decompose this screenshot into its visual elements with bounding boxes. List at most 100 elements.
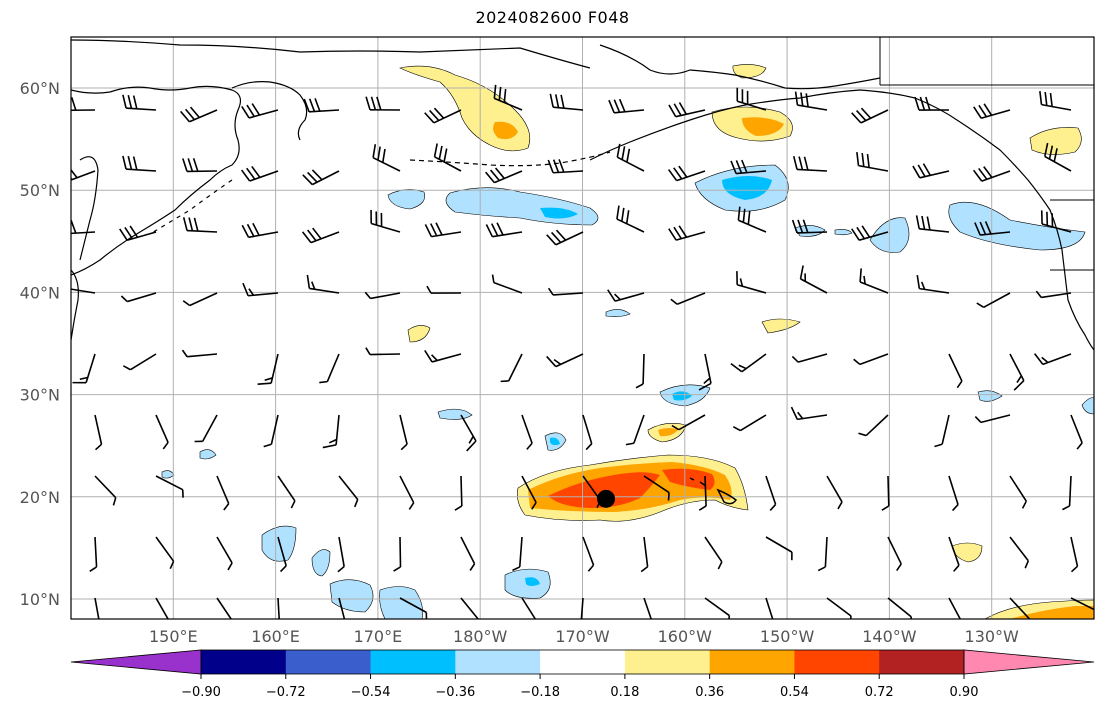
wind-barb — [972, 166, 1011, 182]
wind-barb — [182, 217, 218, 233]
wind-barb — [887, 536, 902, 572]
wind-barb — [370, 209, 401, 233]
wind-barb — [856, 152, 889, 172]
colorbar-segment — [709, 650, 795, 674]
wind-barb — [1062, 475, 1072, 511]
anomaly-negative-25n-core — [550, 437, 560, 446]
wind-barb — [881, 475, 890, 511]
anomaly-negative-11n-core — [525, 577, 540, 586]
coastline-bc-coast — [959, 121, 1094, 351]
wind-barb — [698, 353, 712, 391]
wind-barb — [546, 353, 584, 368]
colorbar-extend-min — [70, 649, 202, 675]
colorbar-segment — [455, 650, 541, 674]
wind-barb — [182, 292, 218, 307]
wind-barb — [393, 536, 402, 572]
latitude-labels: 60°N 50°N 40°N 30°N 20°N 10°N — [20, 79, 60, 609]
wind-barb — [1035, 290, 1072, 299]
wind-barb — [364, 291, 401, 300]
wind-barb — [303, 98, 340, 113]
wind-barb — [608, 98, 645, 114]
anomaly-negative-27n-edge — [1081, 397, 1094, 415]
anomaly-negative-central-core — [540, 207, 578, 219]
colorbar-tick-label: −0.18 — [520, 685, 560, 700]
colorbar-segment — [370, 650, 456, 674]
gridlines — [71, 37, 1094, 619]
colorbar-segment — [285, 650, 372, 674]
wind-barb — [853, 353, 889, 366]
wind-barb — [424, 107, 462, 124]
lon-label: 160°W — [658, 627, 713, 646]
wind-barb — [730, 159, 767, 175]
anomaly-negative-ne4 — [834, 229, 853, 236]
anomaly-negative-13n-b — [311, 549, 331, 577]
wind-barb — [241, 222, 279, 239]
wind-barb — [765, 536, 793, 561]
wind-barb — [698, 475, 707, 511]
wind-barb — [424, 350, 462, 363]
colorbar-tick-label: 0.54 — [780, 685, 809, 700]
lon-label: 150°E — [149, 627, 198, 646]
wind-barb — [976, 292, 1011, 309]
wind-barb — [71, 96, 96, 112]
wind-barb — [180, 106, 218, 123]
colorbar-tick-label: −0.90 — [181, 685, 221, 700]
wind-barb — [460, 597, 480, 619]
wind-barb — [257, 353, 279, 385]
anomaly-negative-36n — [605, 309, 631, 317]
anomaly-negative-ne1 — [948, 201, 1086, 251]
anomaly-negative-east-core — [722, 176, 772, 200]
wind-barb — [765, 597, 774, 619]
wind-barb — [704, 536, 723, 570]
anomaly-positive-goa-core — [742, 117, 784, 136]
wind-barb — [122, 94, 157, 111]
wind-barb — [851, 107, 889, 124]
wind-barb — [122, 353, 157, 371]
anomaly-negative-22n-w2 — [161, 470, 175, 479]
wind-barb — [1070, 597, 1094, 611]
anomaly-fields — [161, 64, 1094, 619]
anomaly-positive-alaska-small — [732, 64, 767, 79]
wind-barb — [241, 103, 279, 119]
wind-barb — [277, 475, 296, 509]
colorbar-outline — [200, 649, 965, 675]
map-frame — [70, 36, 1095, 620]
lon-label: 180°W — [453, 627, 508, 646]
anomaly-negative-28n-west — [437, 408, 473, 420]
wind-barb — [643, 597, 653, 619]
wind-barb — [94, 597, 100, 619]
lon-label: 140°W — [862, 627, 917, 646]
anomaly-positive-32n — [407, 325, 431, 343]
wind-barb — [948, 536, 960, 572]
wind-barb — [120, 292, 157, 303]
colorbar-tick-label: −0.36 — [435, 685, 475, 700]
wind-barb — [667, 165, 706, 182]
coastline-aleutians — [409, 151, 611, 167]
anomaly-positive-se-core — [1010, 606, 1094, 619]
wind-barb — [859, 268, 889, 294]
wind-barb — [826, 597, 852, 619]
coastline-kuriles — [149, 179, 233, 235]
wind-barb — [301, 227, 340, 244]
wind-barb — [302, 169, 340, 186]
lat-label: 10°N — [20, 590, 60, 609]
wind-barb — [242, 282, 279, 297]
wind-barb — [155, 475, 184, 498]
longitude-labels: 150°E 160°E 170°E 180°W 170°W 160°W 150°W 140°W… — [149, 627, 1019, 646]
anomaly-positive-35n-east — [761, 318, 801, 334]
wind-barb — [399, 475, 415, 510]
wind-barb — [72, 353, 96, 384]
wind-barb — [71, 220, 96, 235]
wind-barb — [934, 414, 950, 448]
figure-title: 2024082600 F048 — [475, 8, 630, 27]
wind-barb — [338, 597, 346, 619]
wind-barb — [485, 167, 523, 184]
wind-barb — [460, 414, 477, 452]
wind-barb — [974, 414, 1011, 424]
wind-barb — [851, 225, 889, 241]
wind-barb — [94, 414, 103, 451]
wind-barb — [1009, 536, 1030, 569]
wind-barb — [671, 414, 706, 431]
lat-label: 30°N — [20, 386, 60, 405]
wind-barb — [616, 143, 645, 172]
